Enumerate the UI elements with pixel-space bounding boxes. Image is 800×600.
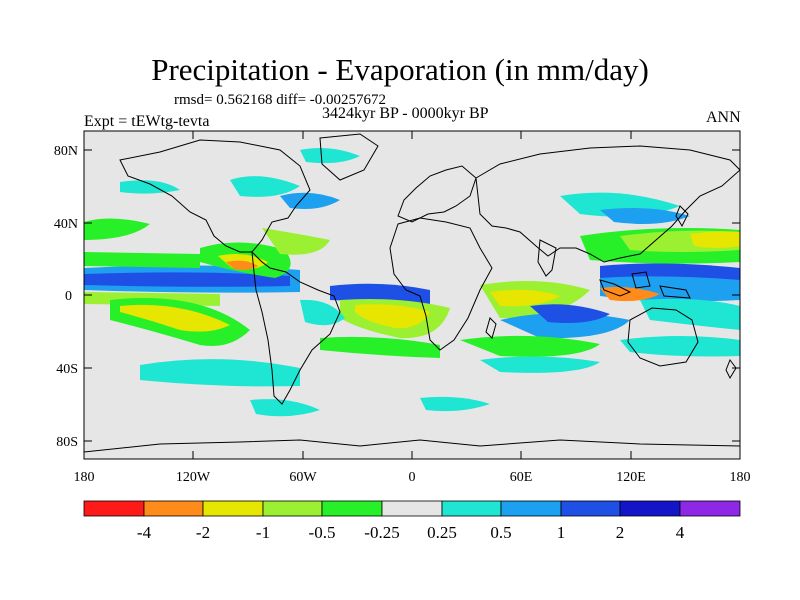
pe-band xyxy=(690,231,740,248)
colorbar-label: -0.5 xyxy=(309,523,336,542)
tick-marks xyxy=(84,131,740,459)
colorbar-swatch xyxy=(143,500,204,517)
x-tick-label: 120W xyxy=(176,470,211,485)
pe-band xyxy=(84,272,290,287)
x-tick-label: 180 xyxy=(730,470,751,485)
period-subtitle: 3424kyr BP - 0000kyr BP xyxy=(322,105,489,122)
y-tick-label: 40S xyxy=(56,362,78,377)
map-title: Precipitation - Evaporation (in mm/day) xyxy=(151,52,649,87)
coastline-indonesia xyxy=(599,279,632,297)
colorbar-label: -0.25 xyxy=(364,523,399,542)
coastlines xyxy=(84,133,740,453)
pe-band xyxy=(300,299,345,326)
colorbar-swatch xyxy=(679,500,741,517)
coastline-antarctica xyxy=(84,439,740,453)
coastline-japan xyxy=(675,205,689,228)
coastline-madagascar xyxy=(485,317,497,339)
colorbar-swatch xyxy=(202,500,264,517)
y-tick-label: 0 xyxy=(65,289,72,304)
colorbar xyxy=(83,500,741,517)
season-label: ANN xyxy=(706,109,741,126)
x-tick-label: 180 xyxy=(74,470,95,485)
colorbar-label: 0.5 xyxy=(490,523,511,542)
pe-band xyxy=(84,252,200,268)
x-tick-label: 120E xyxy=(616,470,646,485)
pe-band xyxy=(320,336,440,358)
colorbar-swatch xyxy=(500,500,562,517)
pe-band xyxy=(640,298,740,330)
y-tick-label: 40N xyxy=(54,217,78,232)
pe-band xyxy=(226,260,258,270)
colorbar-swatch xyxy=(441,500,502,517)
pe-band xyxy=(250,399,320,417)
pe-band xyxy=(600,286,660,302)
coastline-south-america xyxy=(251,250,341,405)
colorbar-swatch xyxy=(262,500,323,517)
pe-band xyxy=(480,356,600,373)
pe-band xyxy=(530,304,610,323)
pe-band xyxy=(262,228,330,255)
coastline-india xyxy=(537,239,557,277)
colorbar-label: -2 xyxy=(196,523,210,542)
pe-band xyxy=(620,336,740,357)
pe-band xyxy=(230,176,300,197)
coastline-north-america xyxy=(119,139,311,253)
pe-band xyxy=(280,192,340,209)
colorbar-label: 1 xyxy=(557,523,566,542)
pe-band xyxy=(490,289,560,307)
y-tick-label: 80N xyxy=(54,144,78,159)
colorbar-label: 4 xyxy=(676,523,685,542)
pe-band xyxy=(355,304,430,329)
colorbar-label: 2 xyxy=(616,523,625,542)
pe-band xyxy=(140,359,300,387)
colorbar-swatch xyxy=(560,500,621,517)
colorbar-swatch xyxy=(321,500,383,517)
coastline-new-zealand xyxy=(725,358,737,380)
rmsd-diff-stats: rmsd= 0.562168 diff= -0.00257672 xyxy=(174,92,387,108)
colorbar-label: -1 xyxy=(256,523,270,542)
coastline-australia xyxy=(627,307,699,367)
x-tick-label: 60E xyxy=(510,470,533,485)
x-tick-label: 60W xyxy=(289,470,317,485)
pe-band xyxy=(420,396,490,412)
pe-band xyxy=(120,180,180,194)
x-tick-label: 0 xyxy=(409,470,416,485)
colorbar-label: -4 xyxy=(137,523,152,542)
pe-band xyxy=(600,208,690,224)
pe-band xyxy=(84,218,150,240)
colorbar-label: 0.25 xyxy=(427,523,457,542)
coastline-new-guinea xyxy=(659,285,691,299)
experiment-label: Expt = tEWtg-tevta xyxy=(84,113,210,130)
colorbar-swatch xyxy=(381,500,443,517)
y-tick-label: 80S xyxy=(56,435,78,450)
coastline-borneo xyxy=(631,271,651,289)
coastline-asia xyxy=(475,145,740,263)
coastline-africa xyxy=(389,217,493,351)
coastline-greenland xyxy=(319,133,379,181)
colorbar-swatch xyxy=(619,500,681,517)
colorbar-swatch xyxy=(83,500,145,517)
pe-field xyxy=(84,148,740,417)
pe-band xyxy=(120,304,230,332)
pe-band xyxy=(460,335,600,357)
pe-band xyxy=(300,148,360,164)
